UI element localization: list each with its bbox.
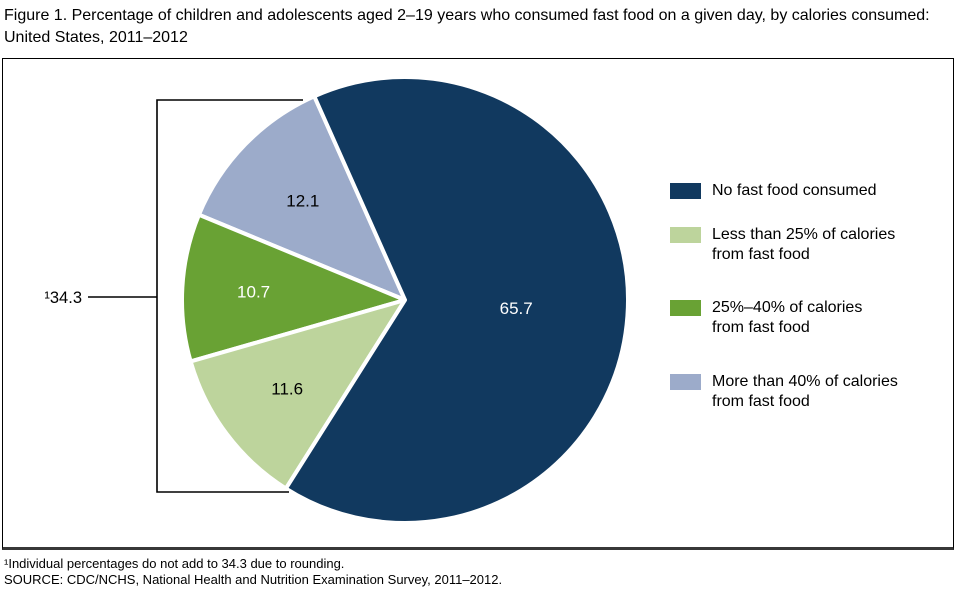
footnotes: ¹Individual percentages do not add to 34… <box>4 556 502 588</box>
pie-slice <box>283 75 630 525</box>
footnote: ¹Individual percentages do not add to 34… <box>4 556 345 571</box>
pie-chart: 12.1 10.7 11.6 65.7 ¹34.3 <box>44 75 630 525</box>
legend-swatch <box>670 227 701 243</box>
pie-slice-value: 12.1 <box>286 191 319 210</box>
legend-item: 25%–40% of calories from fast food <box>670 298 940 338</box>
pie-slice <box>196 94 407 302</box>
pie-slice-value: 65.7 <box>500 299 533 318</box>
legend-swatch <box>670 183 701 199</box>
pie-slice <box>188 298 407 491</box>
bracket-label: ¹34.3 <box>44 289 82 307</box>
legend-label: More than 40% of calories from fast food <box>712 373 898 410</box>
legend-swatch <box>670 300 701 316</box>
legend-swatch <box>670 374 701 390</box>
pie-slices: 12.1 10.7 11.6 65.7 <box>180 75 630 525</box>
pie-slice-value: 11.6 <box>271 379 303 398</box>
chart-area: 12.1 10.7 11.6 65.7 ¹34.3 No fast food cons… <box>2 58 954 550</box>
legend-label: 25%–40% of calories from fast food <box>712 299 863 336</box>
legend-item: No fast food consumed <box>670 181 940 201</box>
figure-title: Figure 1. Percentage of children and ado… <box>4 7 930 46</box>
legend: No fast food consumed Less than 25% of c… <box>670 181 940 412</box>
subtotal-bracket <box>88 99 303 493</box>
legend-label: No fast food consumed <box>712 182 877 199</box>
source-note: SOURCE: CDC/NCHS, National Health and Nu… <box>4 572 503 587</box>
bracket-line <box>156 99 303 493</box>
legend-item: More than 40% of calories from fast food <box>670 372 940 412</box>
pie-slice-value: 10.7 <box>237 282 270 301</box>
legend-label: Less than 25% of calories from fast food <box>712 226 896 263</box>
pie-slice <box>180 212 407 364</box>
legend-item: Less than 25% of calories from fast food <box>670 225 940 265</box>
